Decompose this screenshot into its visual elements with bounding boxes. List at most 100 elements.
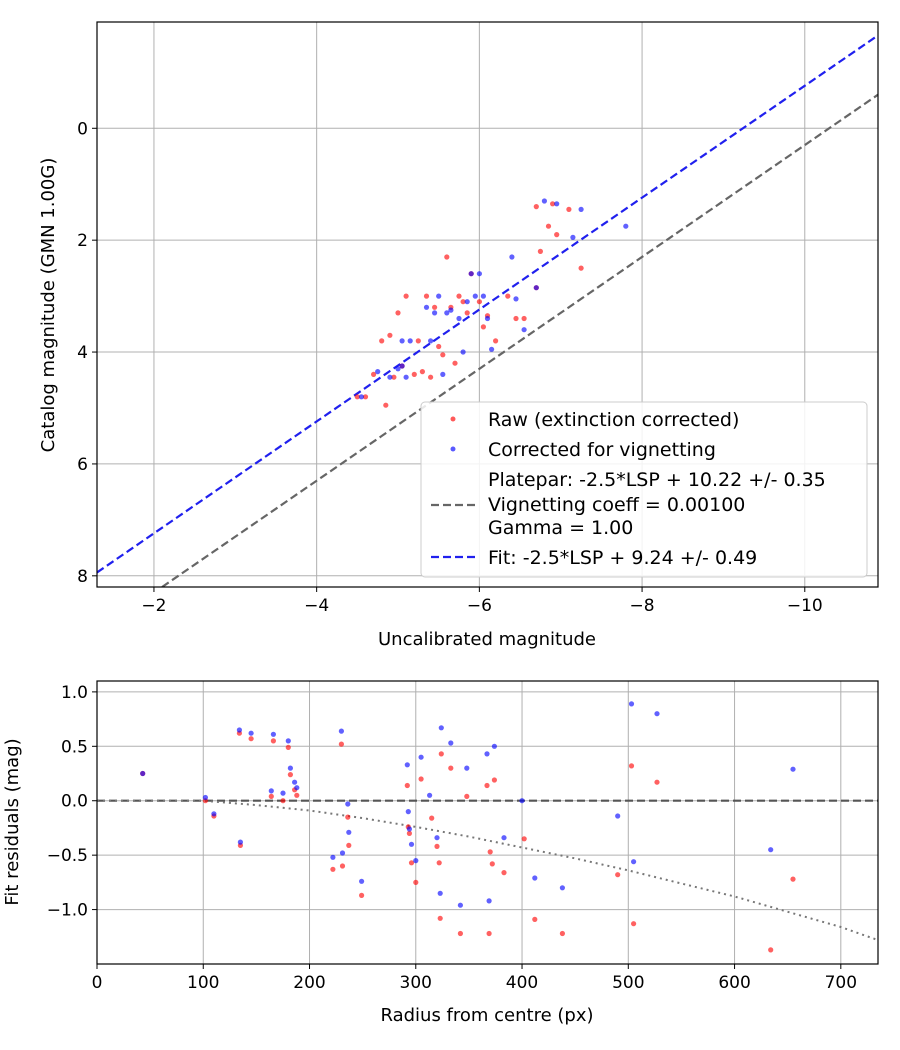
scatter-point — [438, 725, 444, 731]
bottom-model-lines — [97, 799, 878, 942]
scatter-point — [532, 916, 538, 923]
scatter-point — [444, 310, 450, 316]
scatter-point — [346, 829, 352, 835]
bottom-plot-frame — [96, 680, 879, 965]
y-tick-label: 0.5 — [61, 737, 88, 757]
scatter-point — [411, 371, 417, 377]
scatter-point — [436, 860, 442, 866]
scatter-point — [408, 860, 415, 866]
scatter-point — [550, 201, 556, 207]
legend-corrected-marker — [450, 446, 456, 452]
top-x-axis-label: Uncalibrated magnitude — [378, 629, 596, 650]
scatter-point — [270, 738, 276, 744]
x-tick-label: 200 — [293, 973, 325, 993]
scatter-point — [423, 304, 430, 310]
x-tick-label: 100 — [187, 973, 219, 993]
scatter-point — [434, 835, 440, 841]
scatter-point — [270, 731, 276, 737]
scatter-point — [434, 843, 440, 850]
scatter-point — [294, 785, 300, 791]
top-x-ticks: −2 −4 −6 −8 −10 — [141, 587, 823, 616]
scatter-point — [578, 206, 584, 212]
scatter-point — [408, 841, 415, 847]
scatter-point — [464, 310, 470, 316]
scatter-point — [359, 878, 365, 884]
bottom-y-axis-label: Fit residuals (mag) — [2, 738, 23, 905]
scatter-point — [464, 765, 470, 771]
legend-raw-marker — [450, 416, 456, 422]
scatter-point — [428, 338, 434, 344]
scatter-point — [521, 327, 527, 333]
scatter-point — [444, 254, 450, 260]
scatter-point — [437, 915, 443, 921]
magnitude-calibration-plot: −2 −4 −6 −8 −10 0 2 4 6 8 Uncalibrated magnitude… — [38, 21, 879, 650]
scatter-point — [423, 293, 430, 299]
scatter-point — [338, 728, 344, 734]
y-tick-label: 0.0 — [61, 792, 88, 812]
scatter-point — [419, 369, 425, 375]
scatter-point — [491, 743, 497, 749]
scatter-point — [533, 285, 539, 291]
scatter-point — [436, 343, 442, 350]
scatter-point — [654, 779, 660, 785]
legend-raw-label: Raw (extinction corrected) — [488, 409, 739, 431]
scatter-point — [460, 349, 466, 355]
legend-platepar-label: Platepar: -2.5*LSP + 10.22 +/- 0.35 — [488, 469, 826, 491]
x-tick-label: −6 — [467, 596, 492, 616]
y-tick-label: 6 — [77, 455, 88, 475]
scatter-point — [628, 701, 635, 707]
scatter-point — [480, 324, 486, 330]
scatter-point — [484, 782, 490, 789]
scatter-point — [491, 777, 497, 783]
scatter-point — [280, 798, 286, 804]
scatter-point — [545, 223, 552, 229]
scatter-point — [768, 847, 774, 853]
scatter-point — [211, 811, 217, 817]
scatter-point — [287, 772, 293, 778]
scatter-point — [615, 813, 621, 819]
scatter-point — [566, 206, 572, 212]
scatter-point — [375, 369, 381, 375]
scatter-point — [631, 921, 637, 927]
scatter-point — [631, 859, 637, 865]
x-tick-label: 400 — [506, 973, 538, 993]
scatter-point — [519, 798, 525, 804]
scatter-point — [440, 371, 446, 377]
scatter-point — [489, 346, 495, 352]
legend-corrected-label: Corrected for vignetting — [488, 439, 716, 461]
x-tick-label: −8 — [630, 596, 655, 616]
scatter-point — [448, 740, 454, 746]
y-tick-label: −0.5 — [47, 846, 88, 866]
scatter-point — [339, 850, 346, 856]
top-y-ticks: 0 2 4 6 8 — [77, 119, 97, 587]
scatter-point — [345, 814, 351, 820]
scatter-point — [268, 788, 274, 794]
scatter-point — [486, 898, 492, 904]
scatter-point — [358, 394, 364, 400]
y-tick-label: 8 — [77, 567, 88, 587]
scatter-point — [383, 402, 389, 408]
scatter-point — [415, 338, 421, 344]
scatter-point — [501, 835, 507, 841]
scatter-point — [248, 730, 254, 736]
top-plot-frame — [96, 21, 879, 588]
scatter-point — [371, 371, 377, 377]
scatter-point — [345, 801, 351, 807]
scatter-point — [484, 751, 490, 757]
scatter-point — [448, 307, 454, 313]
scatter-point — [578, 265, 584, 271]
scatter-point — [413, 858, 419, 864]
x-tick-label: 600 — [718, 973, 750, 993]
scatter-point — [513, 296, 519, 302]
scatter-point — [554, 232, 560, 238]
scatter-point — [354, 394, 360, 400]
scatter-point — [521, 836, 527, 842]
scatter-point — [437, 890, 443, 896]
scatter-point — [505, 293, 511, 299]
bottom-y-ticks: 1.0 0.5 0.0 −0.5 −1.0 — [47, 683, 97, 921]
x-tick-label: 700 — [825, 973, 857, 993]
scatter-point — [559, 930, 566, 937]
scatter-point — [395, 310, 401, 316]
scatter-point — [359, 892, 365, 899]
